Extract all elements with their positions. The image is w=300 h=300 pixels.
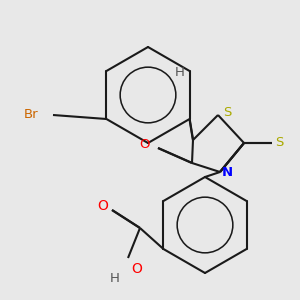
Text: O: O bbox=[131, 262, 142, 276]
Text: O: O bbox=[97, 199, 108, 213]
Text: H: H bbox=[175, 65, 185, 79]
Text: Br: Br bbox=[23, 109, 38, 122]
Text: N: N bbox=[222, 166, 233, 178]
Text: S: S bbox=[275, 136, 284, 149]
Text: O: O bbox=[140, 137, 150, 151]
Text: H: H bbox=[110, 272, 120, 285]
Text: S: S bbox=[223, 106, 231, 118]
